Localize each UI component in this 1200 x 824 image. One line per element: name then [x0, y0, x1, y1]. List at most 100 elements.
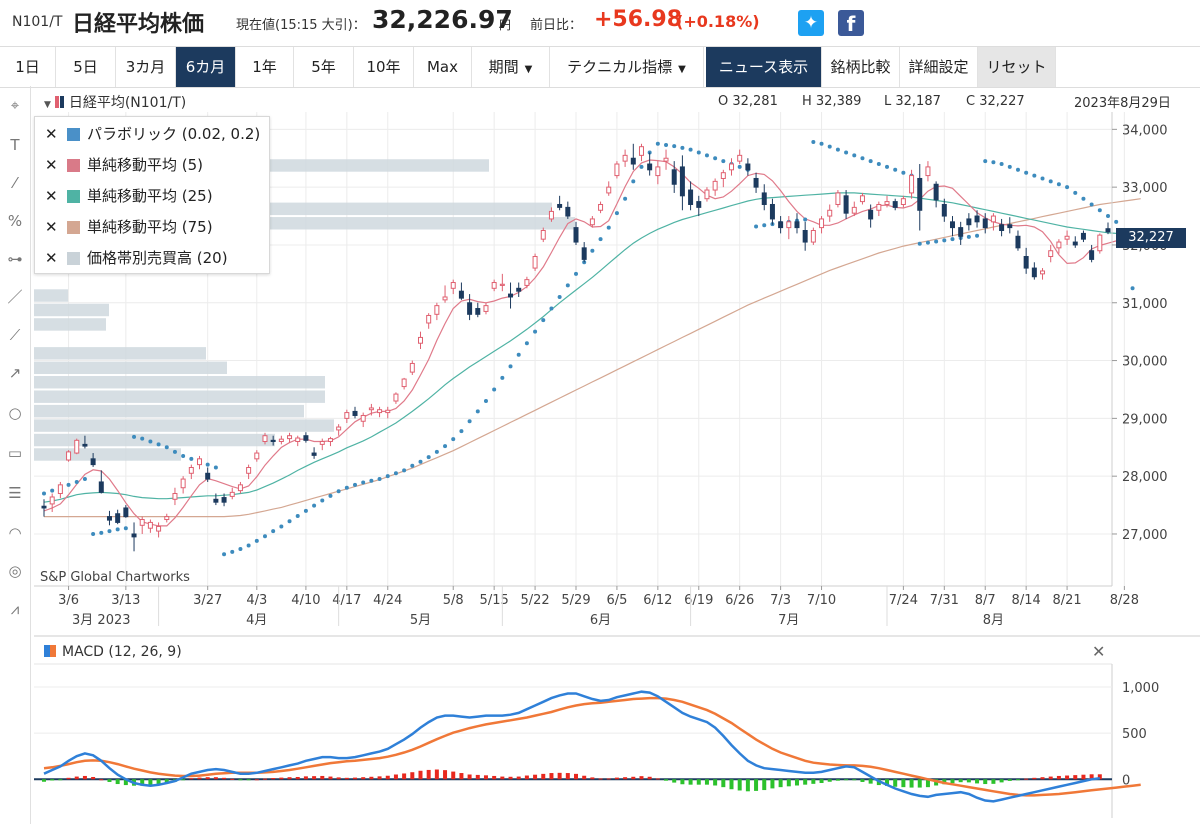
macd-histogram-bar [418, 770, 423, 780]
period-5d-button[interactable]: 5日 [56, 47, 116, 87]
circle-icon[interactable]: ○ [8, 404, 22, 422]
series-selector[interactable]: ▼ 日経平均(N101/T) [44, 92, 186, 112]
sar-dot [1130, 286, 1135, 291]
macd-histogram-bar [181, 779, 186, 781]
macd-histogram-bar [524, 775, 529, 780]
macd-histogram-bar [999, 779, 1004, 783]
sar-dot [132, 434, 137, 439]
candle-body [606, 186, 612, 194]
candle-body [336, 426, 342, 431]
period-max-button[interactable]: Max [414, 47, 472, 87]
close-icon[interactable]: ✕ [1092, 642, 1106, 661]
line-icon[interactable]: ⁄ [13, 174, 17, 192]
candle-body [1040, 270, 1046, 275]
macd-histogram-bar [123, 779, 128, 786]
candle-body [434, 305, 440, 315]
arc-icon[interactable]: ◠ [8, 524, 22, 542]
macd-histogram-bar [598, 778, 603, 780]
legend-item: ✕ パラボリック (0.02, 0.2) [35, 119, 269, 149]
candle-body [164, 516, 170, 521]
candle-body [262, 435, 268, 442]
macd-histogram-bar [385, 775, 390, 780]
sar-dot [467, 419, 472, 424]
period-1d-button[interactable]: 1日 [0, 47, 56, 87]
macd-histogram-bar [737, 779, 742, 791]
candle-body [303, 435, 309, 441]
period-3m-button[interactable]: 3カ月 [116, 47, 176, 87]
ray-icon[interactable]: ／ [7, 288, 23, 306]
candle-body [221, 497, 227, 503]
price-axis-label: 27,000 [1122, 528, 1168, 543]
close-icon[interactable]: ✕ [45, 218, 58, 236]
close-icon[interactable]: ✕ [45, 125, 58, 143]
sar-dot [238, 547, 243, 552]
macd-histogram-bar [492, 775, 497, 780]
settings-button[interactable]: 詳細設定 [900, 47, 978, 87]
sar-dot [574, 271, 578, 276]
macd-histogram-bar [917, 779, 922, 788]
period-6m-button[interactable]: 6カ月 [176, 47, 236, 87]
close-icon[interactable]: ✕ [45, 156, 58, 174]
reset-button[interactable]: リセット [978, 47, 1056, 87]
macd-histogram-bar [148, 779, 153, 786]
macd-signal-line [43, 696, 1141, 797]
period-10y-button[interactable]: 10年 [354, 47, 414, 87]
sar-dot [893, 167, 898, 172]
fan-icon[interactable]: ⩘ [10, 600, 20, 618]
legend-item: ✕ 単純移動平均 (5) [35, 150, 269, 180]
sar-dot [655, 141, 660, 146]
close-icon[interactable]: ✕ [45, 187, 58, 205]
candle-body [655, 166, 661, 177]
rectangle-icon[interactable]: ▭ [7, 444, 23, 462]
candle-body [933, 183, 939, 201]
sma25-line [43, 192, 1141, 503]
sar-dot [901, 170, 906, 175]
sar-dot [115, 527, 120, 532]
macd-histogram-bar [295, 776, 300, 780]
sar-dot [443, 444, 448, 449]
legend-label: パラボリック (0.02, 0.2) [87, 125, 261, 143]
time-axis-label: 7/24 [889, 593, 918, 608]
target-icon[interactable]: ◎ [8, 562, 22, 580]
macd-histogram-bar [230, 778, 235, 780]
candle-body [499, 283, 505, 286]
candle-body [851, 206, 857, 214]
close-icon[interactable]: ✕ [45, 249, 58, 267]
sar-dot [852, 153, 857, 158]
time-axis-label: 8/28 [1110, 593, 1139, 608]
crosshair-icon[interactable]: ⌖ [10, 96, 20, 114]
candle-body [557, 203, 563, 208]
sar-dot [614, 211, 619, 216]
macd-histogram-bar [672, 779, 677, 783]
candle-body [737, 154, 743, 162]
macd-histogram-bar [729, 779, 734, 790]
sar-dot [541, 318, 546, 323]
period-1y-button[interactable]: 1年 [236, 47, 294, 87]
candle-body [131, 533, 137, 538]
period-5y-button[interactable]: 5年 [294, 47, 354, 87]
macd-histogram-bar [680, 779, 685, 785]
candle-body [246, 467, 252, 474]
fibonacci-icon[interactable]: ☰ [8, 484, 22, 502]
percent-line-icon[interactable]: % [7, 212, 23, 230]
news-toggle-button[interactable]: ニュース表示 [706, 47, 822, 87]
text-icon[interactable]: T [10, 136, 20, 154]
twitter-share-icon[interactable]: ✦ [798, 10, 824, 36]
facebook-share-icon[interactable]: f [838, 10, 864, 36]
chevron-down-icon: ▼ [678, 64, 686, 75]
macd-line [43, 690, 1100, 803]
candle-body [745, 163, 751, 171]
macd-histogram-bar [704, 779, 709, 785]
technical-indicator-menu[interactable]: テクニカル指標 ▼ [550, 47, 704, 87]
macd-histogram-bar [827, 779, 832, 782]
compare-button[interactable]: 銘柄比較 [822, 47, 900, 87]
extended-line-icon[interactable]: ⟋ [9, 326, 21, 344]
macd-histogram-bar [713, 779, 718, 786]
period-menu[interactable]: 期間 ▼ [472, 47, 550, 87]
horizontal-segment-icon[interactable]: ⊶ [7, 250, 23, 268]
sar-dot [1048, 179, 1053, 184]
candle-body [1105, 228, 1111, 233]
candle-body [917, 177, 923, 211]
macd-histogram-bar [459, 773, 464, 780]
arrow-line-icon[interactable]: ↗ [8, 364, 22, 382]
